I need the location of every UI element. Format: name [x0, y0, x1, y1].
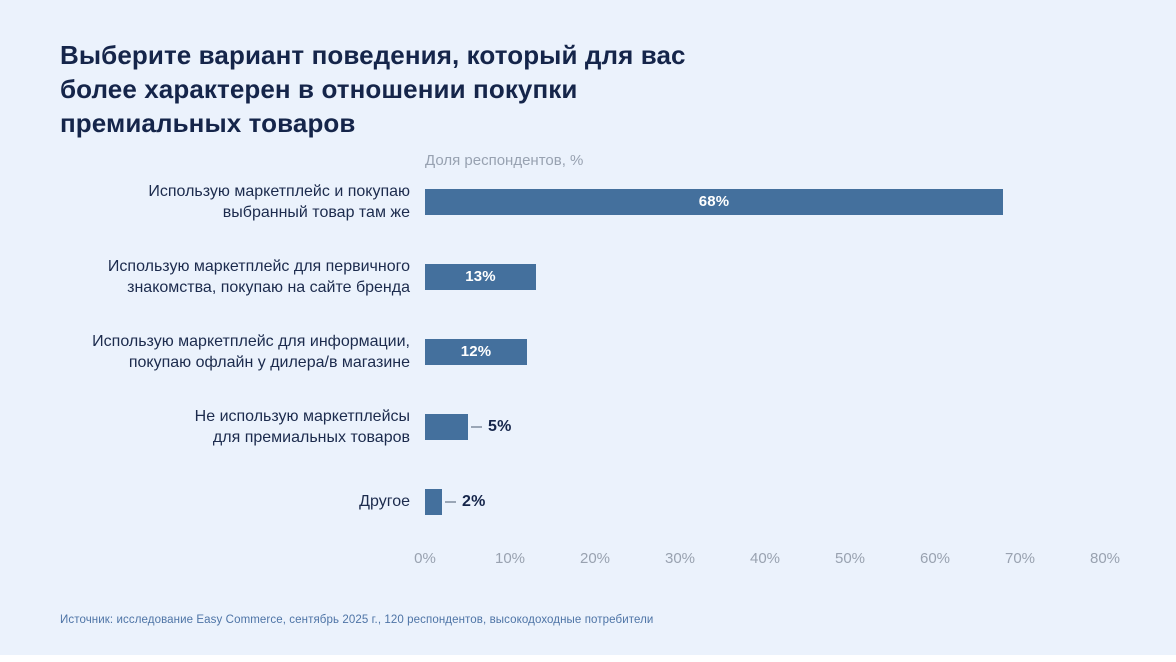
category-label: Использую маркетплейс для информации, по… [92, 332, 410, 371]
bar-row: Не использую маркетплейсы для премиальны… [60, 389, 1120, 464]
leader-line [471, 425, 482, 428]
bar-chart: Использую маркетплейс и покупаю выбранны… [60, 164, 1120, 539]
category-label: Другое [359, 493, 410, 510]
x-tick-label: 70% [1004, 550, 1036, 567]
bar-row: Использую маркетплейс и покупаю выбранны… [60, 164, 1120, 239]
value-label: 12% [460, 343, 492, 360]
bottom-strip [0, 655, 1176, 662]
bar-track: 5% [425, 413, 1105, 440]
bar-track: 68% [425, 188, 1105, 215]
x-axis-ticks: 0% 10% 20% 30% 40% 50% 60% 70% 80% [414, 550, 1120, 570]
bar-row: Другое 2% [60, 464, 1120, 539]
x-tick-label: 40% [749, 550, 781, 567]
bar-track: 12% [425, 338, 1105, 365]
bar-row: Использую маркетплейс для первичного зна… [60, 239, 1120, 314]
x-tick-label: 80% [1089, 550, 1121, 567]
bar-row: Использую маркетплейс для информации, по… [60, 314, 1120, 389]
category-label: Не использую маркетплейсы для премиальны… [194, 407, 410, 446]
bar [425, 488, 442, 515]
value-label: 5% [488, 417, 512, 435]
value-label: 68% [698, 193, 730, 210]
bar: 68% [425, 188, 1003, 215]
x-tick-label: 60% [919, 550, 951, 567]
x-tick-label: 30% [664, 550, 696, 567]
bar [425, 413, 468, 440]
value-label: 2% [462, 492, 486, 510]
x-tick-label: 50% [834, 550, 866, 567]
bar-track: 2% [425, 488, 1105, 515]
leader-line [445, 500, 456, 503]
page-title: Выберите вариант поведения, который для … [60, 40, 686, 138]
bar-track: 13% [425, 263, 1105, 290]
category-label: Использую маркетплейс для первичного зна… [107, 257, 410, 296]
x-tick-label: 0% [414, 550, 436, 567]
source-note: Источник: исследование Easy Commerce, се… [60, 614, 654, 626]
category-label: Использую маркетплейс и покупаю выбранны… [148, 182, 410, 221]
x-tick-label: 10% [494, 550, 526, 567]
x-tick-label: 20% [579, 550, 611, 567]
axis-title: Доля респондентов, % [425, 152, 584, 169]
value-label: 13% [465, 268, 496, 285]
bar: 12% [425, 338, 527, 365]
bar: 13% [425, 263, 536, 290]
